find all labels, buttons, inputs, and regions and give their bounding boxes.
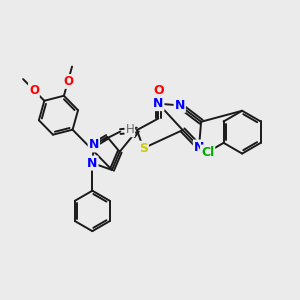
Text: Cl: Cl — [201, 146, 214, 159]
Text: H: H — [125, 123, 134, 136]
Text: N: N — [175, 99, 185, 112]
Text: N: N — [194, 140, 204, 154]
Text: N: N — [88, 138, 99, 152]
Text: O: O — [29, 84, 39, 97]
Text: N: N — [87, 157, 98, 169]
Text: N: N — [153, 97, 164, 110]
Text: S: S — [139, 142, 148, 155]
Text: O: O — [63, 75, 73, 88]
Text: O: O — [153, 84, 164, 97]
